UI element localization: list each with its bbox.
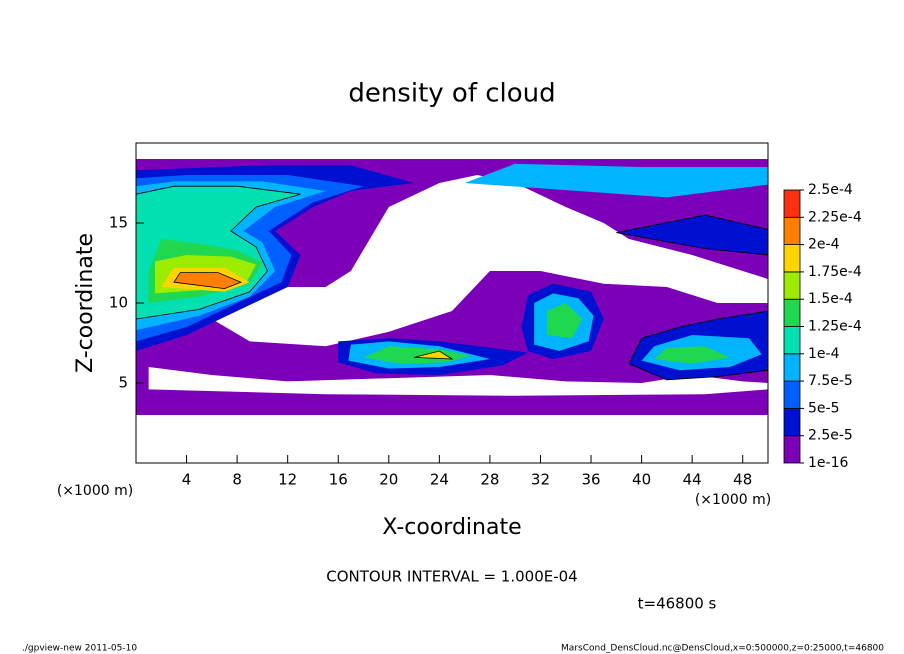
field [136,159,768,415]
colorbar-label: 1e-16 [808,455,848,471]
colorbar-label: 2.5e-4 [808,182,853,198]
colorbar-label: 1.25e-4 [808,319,862,335]
x-tick-label: 28 [480,471,499,489]
colorbar-box [783,407,801,437]
x-tick-label: 48 [733,471,752,489]
x-tick-label: 36 [581,471,600,489]
x-tick-label: 16 [329,471,348,489]
colorbar-label: 2.5e-5 [808,428,853,444]
colorbar-label: 1.5e-4 [808,291,853,307]
empty-region [211,175,768,347]
colorbar-label: 2e-4 [808,237,840,253]
colorbar-box [783,435,801,464]
y-tick-label: 15 [109,214,128,232]
time-label: t=46800 s [638,595,717,613]
x-tick-label: 44 [683,471,702,489]
chart-title: density of cloud [348,79,555,109]
contour-region [413,350,454,360]
x-tick-label: 32 [531,471,550,489]
contour-region [173,272,242,290]
x-unit-label: (×1000 m) [695,492,771,508]
colorbar-box [783,216,801,246]
colorbar-box [783,298,801,327]
colorbar-label: 7.5e-5 [808,373,853,389]
x-axis-label: X-coordinate [382,515,521,540]
contour-region [654,346,731,364]
colorbar-label: 1e-4 [808,346,840,362]
footer-left: ./gpview-new 2011-05-10 [22,644,137,654]
colorbar-box [783,353,801,382]
empty-region [148,367,768,396]
x-tick-label: 8 [232,471,242,489]
contour-region [464,163,768,198]
y-tick-label: 5 [118,374,128,392]
colorbar-label: 1.75e-4 [808,264,862,280]
contour-region [363,346,471,364]
x-tick-label: 12 [278,471,297,489]
footer-right: MarsCond_DensCloud.nc@DensCloud,x=0:5000… [561,644,884,654]
colorbar-box [783,189,801,218]
y-unit-label: (×1000 m) [57,483,133,499]
colorbar-box [783,271,801,300]
colorbar-label: 5e-5 [808,400,839,416]
x-tick-label: 20 [379,471,398,489]
colorbar-box [783,326,801,355]
contour-interval: CONTOUR INTERVAL = 1.000E-04 [326,568,577,586]
x-tick-label: 4 [182,471,192,489]
y-axis-label: Z-coordinate [73,233,98,373]
colorbar-box [783,244,801,273]
contour-region [546,303,583,339]
colorbar-box [783,380,801,409]
y-tick-label: 10 [109,294,128,312]
contour-region [616,214,768,256]
x-tick-label: 24 [430,471,449,489]
colorbar-label: 2.25e-4 [808,209,862,225]
x-tick-label: 40 [632,471,651,489]
